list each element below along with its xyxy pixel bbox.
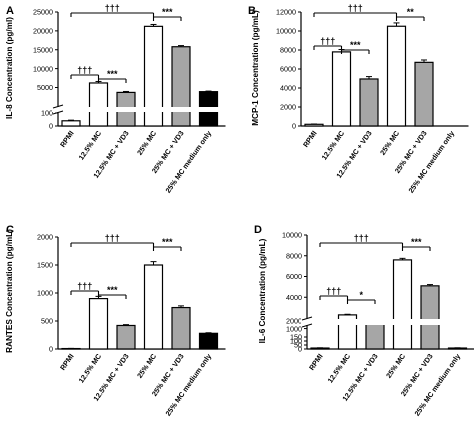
y-tick-label-d: 100 <box>290 337 302 346</box>
y-axis-label-b: MCP-1 Concentration (pg/mL) <box>251 10 260 126</box>
bar-d-2 <box>365 323 385 350</box>
y-tick-label-b: 8000 <box>280 46 296 55</box>
significance-label-c: *** <box>162 237 173 247</box>
category-label-d: 25% MC <box>384 352 407 380</box>
significance-label-d: ††† <box>354 233 369 243</box>
y-tick-label-c: 0 <box>49 345 53 354</box>
y-tick-label-b: 4000 <box>280 84 296 93</box>
y-axis-label-a: IL-8 Concentration (pg/ml) <box>5 17 14 119</box>
bar-c-2 <box>116 324 136 350</box>
y-tick-label-a: 20000 <box>33 27 53 36</box>
axis-break-mark-d <box>301 316 313 321</box>
category-label-d: 12.5% MC <box>326 352 353 385</box>
axis-break-mark-a <box>52 110 64 115</box>
y-tick-label-d: 8000 <box>286 251 302 260</box>
significance-label-d: ††† <box>326 286 341 296</box>
y-tick-label-b: 0 <box>292 122 296 131</box>
bar-c-5 <box>198 332 219 350</box>
bar-b-3 <box>386 25 407 127</box>
y-tick-label-a: 10000 <box>33 64 53 73</box>
significance-label-d: *** <box>411 237 422 247</box>
bar-a-0 <box>61 120 81 127</box>
category-label-a: 25% MC <box>135 129 158 157</box>
category-label-b: RPMI <box>301 129 319 149</box>
y-axis-label-d: IL-6 Concentration (pg/mL) <box>258 238 267 343</box>
y-tick-label-c: 1000 <box>37 289 53 298</box>
panel-a: AIL-8 Concentration (pg/ml) 0 100 5000 10000… <box>5 3 226 195</box>
axis-break-a <box>52 107 224 112</box>
y-tick-label-b: 10000 <box>276 27 296 36</box>
axis-break-mark-a <box>52 104 64 109</box>
y-tick-label-a: 100 <box>41 109 53 118</box>
panel-letter-d: D <box>254 224 262 236</box>
bar-b-4 <box>414 61 434 127</box>
y-tick-label-b: 12000 <box>276 8 296 17</box>
bar-b-2 <box>359 78 379 127</box>
bar-c-3 <box>143 264 164 350</box>
y-tick-label-d: 1000 <box>286 324 302 333</box>
significance-label-b: *** <box>350 40 361 50</box>
axis-break-mark-d <box>301 323 313 328</box>
y-tick-label-d: 150 <box>290 333 302 342</box>
significance-label-a: ††† <box>77 65 92 75</box>
bar-c-1 <box>88 298 109 350</box>
category-label-c: RPMI <box>58 352 76 372</box>
y-tick-label-a: 15000 <box>33 45 53 54</box>
category-label-d: RPMI <box>307 352 325 372</box>
category-label-a: 12.5% MC <box>77 129 104 162</box>
y-tick-label-a: 5000 <box>37 83 53 92</box>
bar-d-4 <box>420 285 440 350</box>
y-tick-label-d: 10000 <box>282 231 302 240</box>
y-tick-label-d: 50 <box>294 341 302 350</box>
y-tick-label-c: 500 <box>41 317 53 326</box>
y-tick-label-b: 6000 <box>280 65 296 74</box>
y-tick-label-d: 4000 <box>286 293 302 302</box>
category-label-a: RPMI <box>58 129 76 149</box>
significance-label-c: ††† <box>105 233 120 243</box>
bar-a-4 <box>171 46 191 127</box>
significance-label-b: ** <box>407 7 415 17</box>
y-tick-label-c: 2000 <box>37 233 53 242</box>
significance-label-a: ††† <box>105 3 120 13</box>
significance-label-a: *** <box>162 7 173 17</box>
y-tick-label-c: 1500 <box>37 261 53 270</box>
y-tick-label-a: 0 <box>49 122 53 131</box>
significance-label-c: ††† <box>77 281 92 291</box>
significance-label-c: *** <box>107 285 118 295</box>
panel-letter-b: B <box>248 5 256 17</box>
significance-label-a: *** <box>107 69 118 79</box>
bar-c-4 <box>171 306 191 350</box>
bar-b-1 <box>331 51 352 127</box>
bar-d-3 <box>392 259 413 350</box>
y-axis-label-c: RANTES Concentration (pg/mL) <box>5 229 14 353</box>
y-tick-label-d: 0 <box>298 345 302 354</box>
axis-break-d <box>301 319 473 325</box>
y-tick-label-d: 2000 <box>286 317 302 326</box>
y-tick-label-b: 2000 <box>280 103 296 112</box>
significance-label-b: ††† <box>320 36 335 46</box>
category-label-c: 25% MC <box>135 352 158 380</box>
bar-b-0 <box>304 123 324 127</box>
panel-letter-a: A <box>6 5 14 17</box>
y-tick-label-a: 25000 <box>33 8 53 17</box>
category-label-b: 25% MC <box>378 129 401 157</box>
y-tick-label-d: 6000 <box>286 272 302 281</box>
bar-a-1 <box>88 82 109 127</box>
panel-d: DIL-6 Concentration (pg/mL)0501001501000… <box>254 224 474 418</box>
category-label-b: 12.5% MC <box>320 129 347 162</box>
significance-label-b: ††† <box>348 3 363 13</box>
panel-letter-c: C <box>6 224 14 236</box>
category-label-c: 12.5% MC <box>77 352 104 385</box>
significance-label-d: * <box>359 290 363 300</box>
